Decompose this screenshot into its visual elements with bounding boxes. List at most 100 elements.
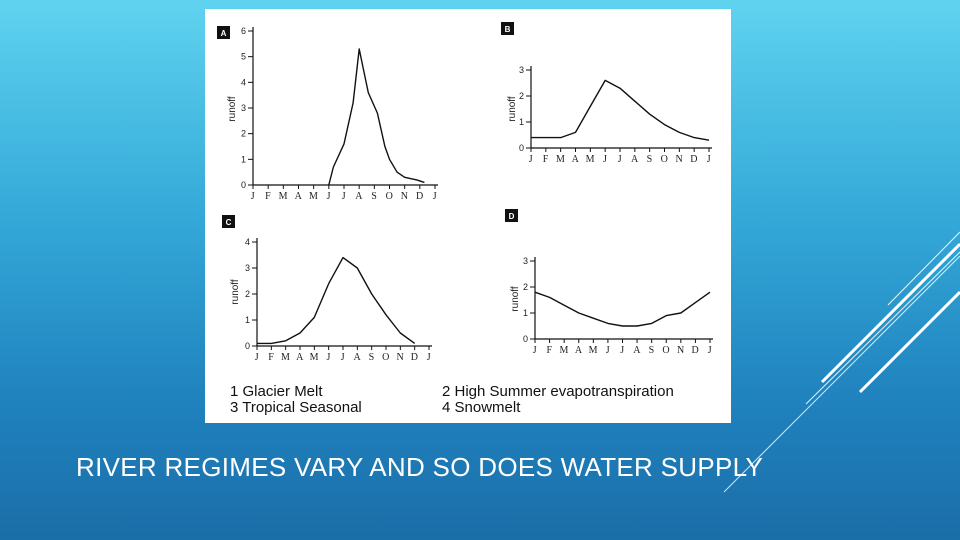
chart-b-x-tick-label: A — [631, 154, 639, 165]
chart-d-badge-label: D — [509, 212, 515, 221]
chart-c-y-tick-label: 2 — [245, 289, 250, 299]
chart-a-y-axis-label: runoff — [227, 96, 238, 122]
chart-c-x-tick-label: O — [382, 352, 390, 363]
chart-a-x-tick-label: F — [265, 191, 271, 202]
chart-b-x-tick-label: M — [556, 154, 565, 165]
chart-c-x-tick-label: J — [341, 352, 345, 363]
chart-a-badge — [217, 26, 230, 39]
deco-line — [723, 255, 960, 493]
legend-item-4: 4 Snowmelt — [442, 399, 521, 416]
chart-b-y-axis-label: runoff — [507, 96, 518, 122]
chart-a-x-tick-label: J — [342, 191, 346, 202]
chart-a-badge-label: A — [221, 29, 227, 38]
chart-c-y-tick-label: 4 — [245, 237, 250, 247]
chart-c-series-line — [257, 256, 416, 345]
chart-a-x-tick-label: M — [279, 191, 288, 202]
chart-a-x-tick-label: S — [371, 191, 377, 202]
chart-a-x-tick-label: D — [416, 191, 424, 202]
chart-d-x-tick-label: J — [620, 345, 624, 356]
chart-c-x-tick-label: F — [268, 352, 274, 363]
chart-d-y-tick-label: 2 — [523, 282, 528, 292]
chart-a-x-tick-label: O — [386, 191, 394, 202]
chart-d-x-tick-label: A — [633, 345, 641, 356]
chart-b-x-tick-label: M — [586, 154, 595, 165]
chart-b-badge-label: B — [505, 25, 511, 34]
chart-b-y-tick-label: 0 — [519, 143, 524, 153]
chart-d-x-tick-label: O — [662, 345, 670, 356]
chart-d-x-tick-label: F — [547, 345, 553, 356]
chart-b-x-tick-label: J — [603, 154, 607, 165]
legend-item-2: 2 High Summer evapotranspiration — [442, 383, 674, 400]
chart-d-y-tick-label: 3 — [523, 256, 528, 266]
chart-a-y-tick-label: 5 — [241, 52, 246, 62]
chart-b-x-tick-label: O — [661, 154, 669, 165]
chart-c-x-tick-label: J — [326, 352, 330, 363]
chart-d-x-tick-label: M — [589, 345, 598, 356]
chart-c-x-tick-label: A — [353, 352, 361, 363]
chart-d-x-tick-label: A — [575, 345, 583, 356]
chart-a-y-tick-label: 2 — [241, 129, 246, 139]
chart-b-x-tick-label: S — [647, 154, 653, 165]
chart-b-badge — [501, 22, 514, 35]
chart-a-series-line — [328, 48, 425, 186]
chart-d-badge — [505, 209, 518, 222]
legend-item-3: 3 Tropical Seasonal — [230, 399, 362, 416]
chart-b-x-tick-label: J — [618, 154, 622, 165]
chart-c-x-tick-label: J — [255, 352, 259, 363]
chart-c-badge-label: C — [226, 218, 232, 227]
chart-a-x-tick-label: J — [433, 191, 437, 202]
chart-a-x-tick-label: M — [309, 191, 318, 202]
chart-a-y-tick-label: 4 — [241, 77, 246, 87]
chart-c-y-tick-label: 1 — [245, 315, 250, 325]
chart-d-x-tick-label: N — [677, 345, 685, 356]
chart-c-x-tick-label: A — [296, 352, 304, 363]
chart-d-series-line — [534, 291, 711, 327]
chart-c-x-tick-label: M — [310, 352, 319, 363]
chart-d-x-tick-label: J — [708, 345, 712, 356]
chart-c-y-tick-label: 3 — [245, 263, 250, 273]
chart-a-x-tick-label: J — [251, 191, 255, 202]
chart-d-y-axis-label: runoff — [510, 286, 521, 312]
chart-d-x-tick-label: J — [606, 345, 610, 356]
deco-line — [858, 290, 960, 394]
chart-d-y-tick-label: 0 — [523, 334, 528, 344]
chart-a-y-tick-label: 3 — [241, 103, 246, 113]
chart-b-y-tick-label: 2 — [519, 91, 524, 101]
chart-b-x-tick-label: J — [707, 154, 711, 165]
chart-b-y-tick-label: 1 — [519, 117, 524, 127]
chart-d-x-tick-label: J — [533, 345, 537, 356]
chart-c-x-tick-label: D — [411, 352, 419, 363]
slide-title: RIVER REGIMES VARY AND SO DOES WATER SUP… — [76, 452, 764, 482]
chart-b-x-tick-label: F — [543, 154, 549, 165]
chart-c-x-tick-label: N — [396, 352, 404, 363]
chart-c-y-axis-label: runoff — [230, 279, 241, 305]
chart-c-x-tick-label: J — [427, 352, 431, 363]
chart-b-x-tick-label: N — [675, 154, 683, 165]
chart-a-x-tick-label: J — [327, 191, 331, 202]
chart-a-x-tick-label: N — [401, 191, 409, 202]
chart-a-y-tick-label: 0 — [241, 180, 246, 190]
deco-line — [887, 231, 960, 306]
chart-b-x-tick-label: J — [529, 154, 533, 165]
chart-a-y-tick-label: 6 — [241, 26, 246, 36]
legend-item-1: 1 Glacier Melt — [230, 383, 323, 400]
chart-c-x-tick-label: S — [369, 352, 375, 363]
chart-c-x-tick-label: M — [281, 352, 290, 363]
chart-b-x-tick-label: D — [690, 154, 698, 165]
chart-a-y-tick-label: 1 — [241, 154, 246, 164]
chart-c-y-tick-label: 0 — [245, 341, 250, 351]
chart-d-x-tick-label: M — [559, 345, 568, 356]
chart-b-y-tick-label: 3 — [519, 65, 524, 75]
chart-d-x-tick-label: D — [692, 345, 700, 356]
chart-a-x-tick-label: A — [355, 191, 363, 202]
deco-line — [820, 242, 960, 384]
chart-d-y-tick-label: 1 — [523, 308, 528, 318]
chart-b-x-tick-label: A — [572, 154, 580, 165]
deco-line — [805, 251, 960, 405]
chart-c-badge — [222, 215, 235, 228]
chart-a-x-tick-label: A — [295, 191, 303, 202]
chart-d-x-tick-label: S — [649, 345, 655, 356]
